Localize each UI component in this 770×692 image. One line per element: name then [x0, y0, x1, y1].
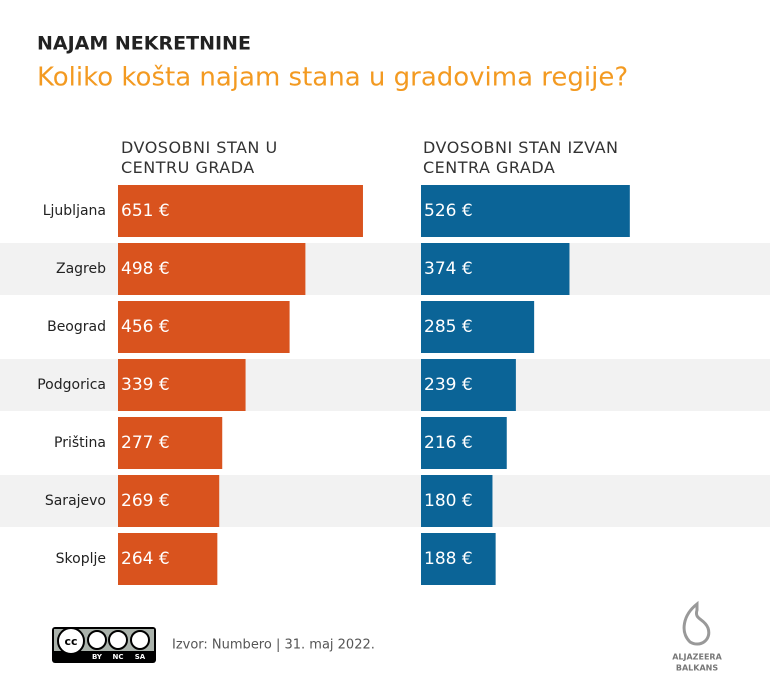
- series-header: DVOSOBNI STAN U CENTRU GRADA: [121, 138, 278, 177]
- category-label: Beograd: [47, 319, 106, 335]
- chart-title: NAJAM NEKRETNINE: [37, 33, 251, 55]
- bar: [421, 533, 496, 585]
- category-label: Ljubljana: [43, 203, 106, 219]
- logo: ALJAZEERA BALKANS: [672, 600, 723, 673]
- bar: [118, 185, 363, 237]
- license-label: NC: [113, 653, 124, 661]
- value-label: 180 €: [424, 491, 473, 511]
- cc-badge: cc BY NC SA: [52, 627, 156, 663]
- value-label: 239 €: [424, 375, 473, 395]
- bar: [118, 475, 220, 527]
- row-band: [0, 475, 770, 527]
- bar: [118, 417, 223, 469]
- value-label: 264 €: [121, 549, 170, 569]
- row-band: [0, 243, 770, 295]
- license-label: BY: [92, 653, 103, 661]
- value-label: 374 €: [424, 259, 473, 279]
- category-label: Podgorica: [37, 377, 106, 393]
- value-label: 526 €: [424, 201, 473, 221]
- category-label: Skoplje: [56, 551, 106, 567]
- value-label: 498 €: [121, 259, 170, 279]
- bar: [118, 533, 218, 585]
- bar: [118, 301, 290, 353]
- license-label: SA: [135, 653, 146, 661]
- value-label: 277 €: [121, 433, 170, 453]
- logo-text: ALJAZEERA: [672, 653, 722, 662]
- value-label: 269 €: [121, 491, 170, 511]
- bar: [421, 359, 516, 411]
- category-label: Zagreb: [56, 261, 106, 277]
- value-label: 339 €: [121, 375, 170, 395]
- logo-text: BALKANS: [676, 664, 718, 673]
- bar: [421, 301, 535, 353]
- value-label: 651 €: [121, 201, 170, 221]
- series-header: DVOSOBNI STAN IZVAN CENTRA GRADA: [423, 138, 619, 177]
- bar: [421, 475, 493, 527]
- value-label: 216 €: [424, 433, 473, 453]
- value-label: 285 €: [424, 317, 473, 337]
- bar: [421, 243, 570, 295]
- bar: [118, 243, 306, 295]
- bar: [421, 417, 507, 469]
- bar: [421, 185, 630, 237]
- value-label: 188 €: [424, 549, 473, 569]
- category-label: Sarajevo: [45, 493, 106, 509]
- row-band: [0, 359, 770, 411]
- category-label: Priština: [54, 435, 106, 451]
- svg-text:cc: cc: [64, 635, 77, 648]
- bar: [118, 359, 246, 411]
- value-label: 456 €: [121, 317, 170, 337]
- source: Izvor: Numbero | 31. maj 2022.: [172, 638, 375, 653]
- chart-subtitle: Koliko košta najam stana u gradovima reg…: [37, 63, 628, 93]
